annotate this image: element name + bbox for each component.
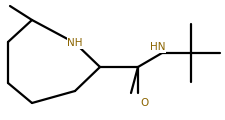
Text: NH: NH [67,38,82,48]
Text: HN: HN [150,42,165,52]
Text: O: O [140,98,149,108]
